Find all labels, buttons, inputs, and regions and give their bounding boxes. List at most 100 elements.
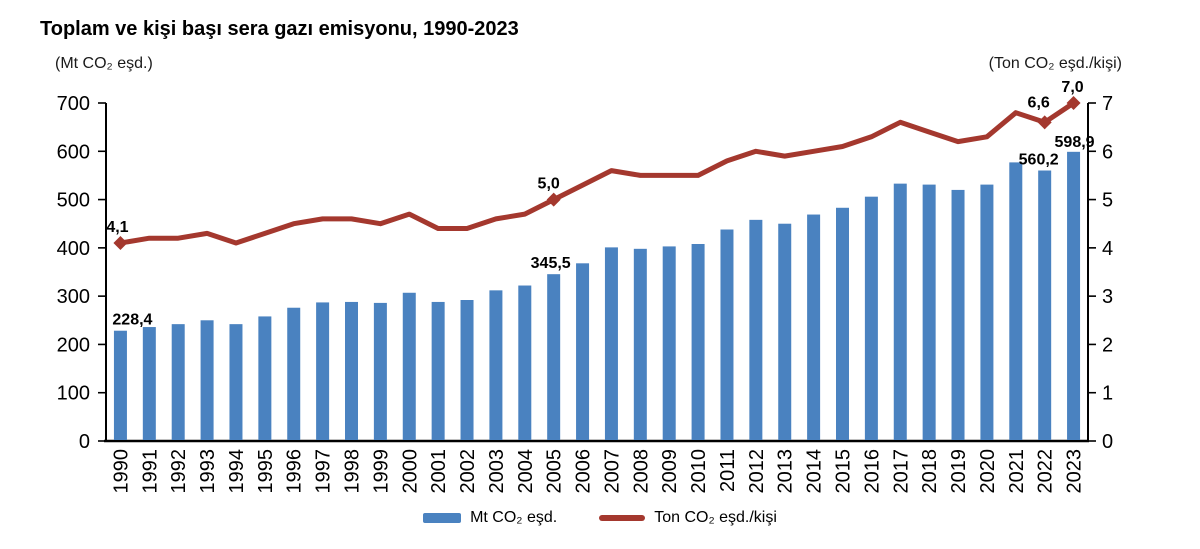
per-capita-line: [117, 100, 1077, 246]
axes: 0 100 200 300 400 500 600 700 0 1 2 3 4 5 6 7: [57, 93, 1114, 453]
left-axis-tick-label: 600: [57, 141, 90, 163]
line-series-swatch-icon: [599, 515, 646, 521]
bar-2023: [1067, 151, 1081, 440]
x-axis-year-label: 2016: [861, 449, 883, 494]
x-axis-year-label: 2000: [399, 449, 421, 494]
bar-2013: [778, 223, 792, 440]
bar-2005: [547, 274, 561, 440]
bar-2002: [460, 300, 474, 440]
bar-1994: [229, 324, 243, 440]
x-axis-year-label: 1995: [255, 449, 277, 494]
x-axis-year-label: 2008: [630, 449, 652, 494]
legend-item-total-emissions: Mt CO₂ eşd.: [423, 509, 557, 527]
x-axis-year-label: 1992: [168, 449, 190, 494]
bar-2000: [402, 292, 416, 440]
x-axis-year-label: 2018: [919, 449, 941, 494]
right-axis-tick-label: 5: [1102, 190, 1113, 212]
bar-2016: [864, 196, 878, 440]
right-axis-tick-label: 4: [1102, 238, 1113, 260]
left-axis-tick-label: 200: [57, 334, 90, 356]
x-axis-year-label: 1994: [226, 449, 248, 494]
x-axis-year-label: 1990: [110, 449, 132, 494]
year-labels: 1990 1991 1992 1993 1994 1995 1996 1997 1998 1999…: [110, 449, 1085, 494]
bar-1990: [113, 330, 127, 440]
x-axis-year-label: 2021: [1006, 449, 1028, 494]
x-axis-year-label: 2009: [659, 449, 681, 494]
bar-2014: [807, 214, 821, 440]
legend-label-total: Mt CO₂ eşd.: [470, 509, 558, 526]
left-axis-tick-label: 400: [57, 238, 90, 260]
right-axis-unit-label: (Ton CO₂ eşd./kişi): [988, 55, 1122, 72]
legend-item-per-capita: Ton CO₂ eşd./kişi: [599, 509, 777, 527]
x-axis-year-label: 2022: [1035, 449, 1057, 494]
bar-2021: [1009, 162, 1023, 441]
x-axis-year-label: 2004: [515, 449, 537, 494]
data-label-2005: 345,5: [531, 255, 571, 272]
x-axis-year-label: 2015: [833, 449, 855, 494]
left-axis-tick-label: 500: [57, 190, 90, 212]
bar-2010: [691, 243, 705, 440]
bar-2006: [576, 263, 590, 440]
bar-1991: [142, 327, 156, 440]
data-label-2022: 6,6: [1028, 94, 1050, 111]
x-axis-year-label: 2007: [601, 449, 623, 494]
x-axis-year-label: 2012: [746, 449, 768, 494]
per-capita-line-series: [113, 96, 1081, 251]
line-marker-2023: [1066, 96, 1081, 110]
bar-1997: [316, 302, 330, 440]
right-axis-tick-label: 2: [1102, 334, 1113, 356]
data-label-2005: 5,0: [538, 176, 560, 193]
bar-1992: [171, 324, 185, 440]
right-axis-tick-label: 1: [1102, 383, 1113, 405]
right-axis-tick-label: 0: [1102, 431, 1113, 453]
line-marker-2005: [546, 192, 561, 207]
x-axis-year-label: 2002: [457, 449, 479, 494]
data-label-2023: 7,0: [1061, 79, 1083, 96]
x-axis-year-label: 1997: [313, 449, 335, 494]
bar-2008: [633, 248, 647, 440]
bar-2001: [431, 301, 445, 440]
x-axis-year-label: 1998: [342, 449, 364, 494]
bar-1998: [345, 301, 358, 440]
left-axis-tick-label: 0: [79, 431, 90, 453]
legend-label-per-capita: Ton CO₂ eşd./kişi: [654, 509, 777, 526]
bar-2018: [922, 184, 936, 440]
x-axis-year-label: 1996: [284, 449, 306, 494]
bar-1993: [200, 320, 214, 440]
bar-2022: [1038, 170, 1052, 441]
bar-2012: [749, 219, 763, 440]
x-axis-year-label: 2017: [890, 449, 912, 494]
x-axis-year-label: 2019: [948, 449, 970, 494]
left-axis-tick-label: 700: [57, 93, 90, 115]
bar-2019: [951, 189, 965, 440]
bar-1995: [258, 316, 272, 440]
data-label-1990: 228,4: [112, 312, 152, 329]
bar-2009: [662, 246, 676, 440]
x-axis-year-label: 1991: [139, 449, 161, 494]
left-axis-tick-label: 100: [57, 383, 90, 405]
x-axis-year-label: 2003: [486, 449, 508, 494]
x-axis-year-label: 1999: [370, 449, 392, 494]
bar-2007: [604, 247, 618, 440]
bar-1996: [287, 307, 301, 440]
chart-title: Toplam ve kişi başı sera gazı emisyonu, …: [40, 18, 519, 40]
bar-1999: [373, 302, 387, 440]
right-axis-tick-label: 6: [1102, 141, 1113, 163]
x-axis-year-label: 1993: [197, 449, 219, 494]
bar-2017: [893, 183, 907, 440]
left-axis-tick-label: 300: [57, 286, 90, 308]
line-marker-2022: [1037, 115, 1052, 130]
x-axis-year-label: 2001: [428, 449, 450, 494]
x-axis-year-label: 2005: [544, 449, 566, 494]
legend: Mt CO₂ eşd. Ton CO₂ eşd./kişi: [0, 509, 1200, 527]
data-label-2023: 598,9: [1055, 134, 1095, 151]
bar-2015: [836, 207, 849, 440]
right-axis-tick-label: 3: [1102, 286, 1113, 308]
x-axis-year-label: 2006: [573, 449, 595, 494]
data-label-1990: 4,1: [106, 219, 128, 236]
x-axis-year-label: 2013: [775, 449, 797, 494]
bar-2011: [720, 229, 734, 440]
